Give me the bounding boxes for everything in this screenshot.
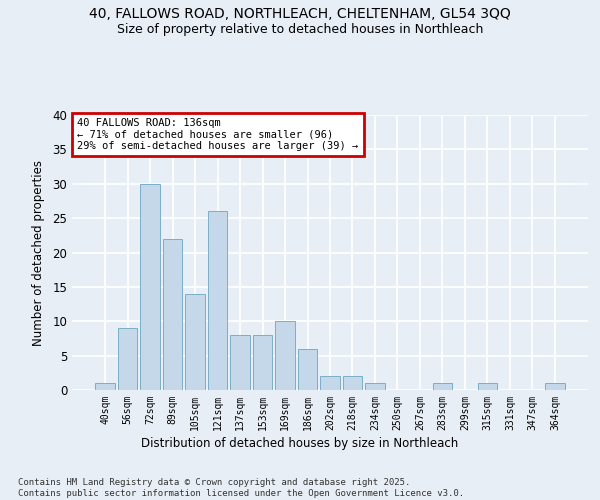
Bar	[140, 184, 160, 390]
Bar	[275, 322, 295, 390]
Bar	[230, 335, 250, 390]
Text: 40, FALLOWS ROAD, NORTHLEACH, CHELTENHAM, GL54 3QQ: 40, FALLOWS ROAD, NORTHLEACH, CHELTENHAM…	[89, 8, 511, 22]
Bar	[253, 335, 272, 390]
Text: Size of property relative to detached houses in Northleach: Size of property relative to detached ho…	[117, 22, 483, 36]
Text: Distribution of detached houses by size in Northleach: Distribution of detached houses by size …	[142, 438, 458, 450]
Bar	[365, 383, 385, 390]
Bar	[118, 328, 137, 390]
Bar	[545, 383, 565, 390]
Bar	[95, 383, 115, 390]
Text: Contains HM Land Registry data © Crown copyright and database right 2025.
Contai: Contains HM Land Registry data © Crown c…	[18, 478, 464, 498]
Bar	[208, 211, 227, 390]
Bar	[298, 349, 317, 390]
Bar	[320, 376, 340, 390]
Bar	[478, 383, 497, 390]
Bar	[185, 294, 205, 390]
Bar	[433, 383, 452, 390]
Y-axis label: Number of detached properties: Number of detached properties	[32, 160, 46, 346]
Text: 40 FALLOWS ROAD: 136sqm
← 71% of detached houses are smaller (96)
29% of semi-de: 40 FALLOWS ROAD: 136sqm ← 71% of detache…	[77, 118, 358, 151]
Bar	[163, 239, 182, 390]
Bar	[343, 376, 362, 390]
